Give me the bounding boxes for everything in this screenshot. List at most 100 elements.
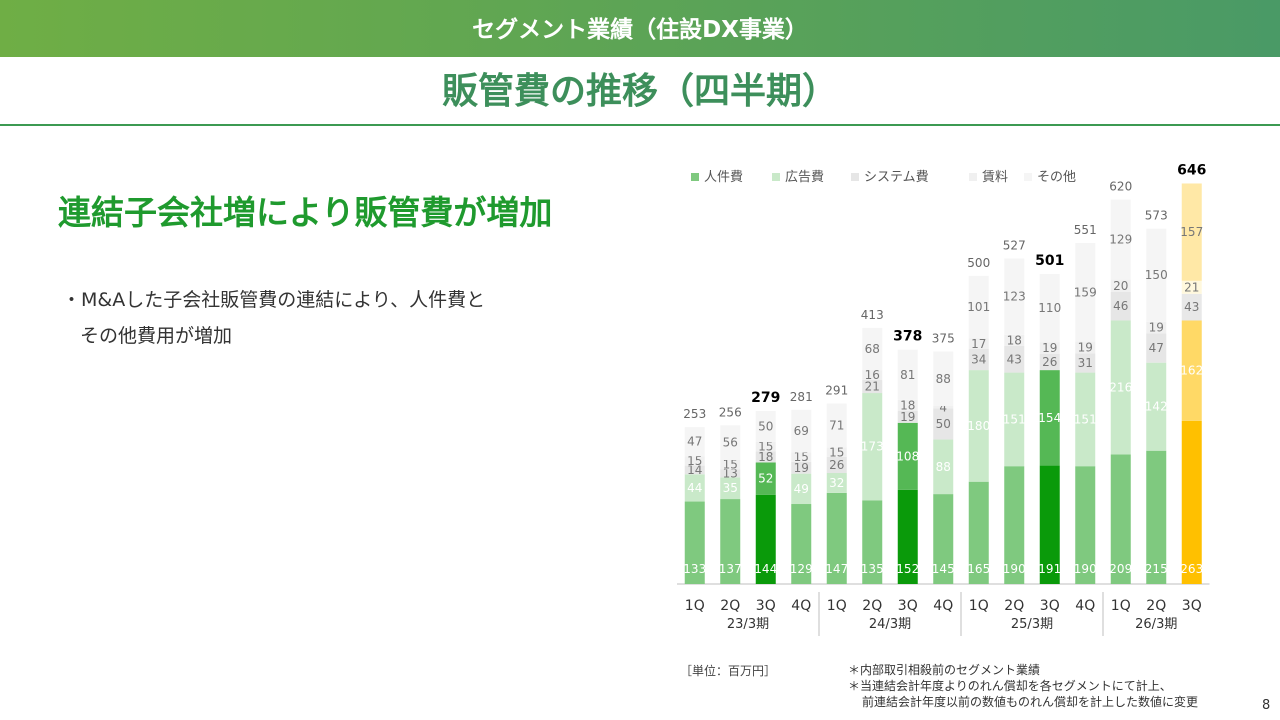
- legend-label: 賃料: [982, 170, 1008, 185]
- category-label: 2Q: [720, 598, 740, 614]
- data-label: 21: [865, 380, 880, 394]
- data-label: 43: [1007, 352, 1022, 366]
- category-label: 2Q: [1004, 598, 1024, 614]
- data-label: 26: [1042, 355, 1057, 369]
- bar-segment: [720, 499, 741, 584]
- bar-segment: [791, 452, 812, 462]
- data-label: 14: [687, 463, 702, 477]
- bar-segment: [897, 422, 918, 490]
- data-label: 151: [1074, 412, 1097, 426]
- fiscal-year-label: 24/3期: [869, 617, 911, 632]
- bar-segment: [1039, 370, 1060, 466]
- data-label: 26: [829, 458, 844, 472]
- data-label: 15: [687, 454, 702, 468]
- bar-segment: [1004, 258, 1025, 335]
- data-label: 21: [1184, 280, 1199, 294]
- bar-segment: [1110, 320, 1131, 455]
- data-label: 137: [719, 562, 742, 576]
- bar-segment: [1004, 372, 1025, 467]
- data-label: 15: [829, 445, 844, 459]
- data-label: 47: [687, 435, 702, 449]
- bar-segment: [1075, 466, 1096, 584]
- bar-segment: [1075, 372, 1096, 467]
- bar-segment: [968, 275, 989, 339]
- data-label: 108: [896, 449, 919, 463]
- data-label: 13: [723, 466, 738, 480]
- data-label: 173: [861, 440, 884, 454]
- data-label: 46: [1113, 299, 1128, 313]
- data-label: 135: [861, 562, 884, 576]
- footnote-3: 前連結会計年度以前の数値ものれん償却を計上した数値に変更: [862, 695, 1199, 709]
- category-label: 4Q: [1075, 598, 1095, 614]
- bar-segment: [826, 492, 847, 584]
- bar-segment: [1181, 183, 1202, 281]
- data-label: 15: [723, 458, 738, 472]
- section-title: セグメント業績（住設DX事業）: [472, 17, 808, 43]
- page-number: 8: [1262, 698, 1271, 713]
- data-label: 88: [936, 460, 951, 474]
- total-label: 378: [893, 329, 922, 345]
- category-label: 4Q: [933, 598, 953, 614]
- data-label: 129: [790, 562, 813, 576]
- data-label: 151: [1003, 412, 1026, 426]
- bar-segment: [1181, 420, 1202, 584]
- data-label: 16: [865, 368, 880, 382]
- data-label: 50: [758, 420, 773, 434]
- bullet-line-2: その他費用が増加: [80, 325, 233, 347]
- data-label: 157: [1180, 225, 1203, 239]
- total-label: 291: [825, 384, 848, 398]
- data-label: 15: [758, 440, 773, 454]
- bar-segment: [862, 380, 883, 394]
- page-title: 販管費の推移（四半期）: [441, 71, 838, 112]
- data-label: 18: [758, 450, 773, 464]
- total-label: 413: [861, 308, 884, 322]
- data-label: 144: [754, 562, 777, 576]
- title-divider: [0, 124, 1280, 126]
- bar-segment: [1110, 291, 1131, 321]
- bar-segment: [862, 327, 883, 371]
- data-label: 101: [967, 300, 990, 314]
- bar-segment: [720, 460, 741, 470]
- legend-label: その他: [1037, 170, 1076, 185]
- total-label: 256: [719, 405, 742, 419]
- bar-segment: [755, 442, 776, 452]
- data-label: 31: [1078, 356, 1093, 370]
- data-label: 69: [794, 424, 809, 438]
- data-label: 19: [1078, 340, 1093, 354]
- data-label: 81: [900, 368, 915, 382]
- bar-segment: [933, 351, 954, 407]
- bar-segment: [897, 411, 918, 423]
- data-label: 56: [723, 436, 738, 450]
- data-label: 263: [1180, 562, 1203, 576]
- data-label: 159: [1074, 285, 1097, 299]
- fiscal-year-label: 26/3期: [1135, 617, 1177, 632]
- legend-swatch: [691, 173, 699, 181]
- data-label: 142: [1145, 400, 1168, 414]
- bar-segment: [933, 408, 954, 440]
- data-label: 215: [1145, 562, 1168, 576]
- data-label: 162: [1180, 364, 1203, 378]
- data-label: 49: [794, 482, 809, 496]
- footnote-1: ＊内部取引相殺前のセグメント業績: [848, 663, 1041, 677]
- bar-segment: [755, 462, 776, 495]
- bar-segment: [1004, 345, 1025, 373]
- bar-segment: [1110, 279, 1131, 292]
- bar-segment: [791, 461, 812, 474]
- category-label: 3Q: [1040, 598, 1060, 614]
- bar-segment: [1146, 362, 1167, 451]
- fiscal-year-label: 25/3期: [1011, 617, 1053, 632]
- data-label: 150: [1145, 268, 1168, 282]
- total-label: 573: [1145, 209, 1168, 223]
- sga-stacked-bar-chart: 人件費 広告費 システム費 賃料 その他133441415472531Q13735131…: [677, 162, 1210, 636]
- legend-label: システム費: [864, 170, 929, 185]
- data-label: 18: [900, 398, 915, 412]
- bar-segment: [826, 447, 847, 457]
- bar-segment: [1039, 353, 1060, 371]
- data-label: 44: [687, 481, 702, 495]
- category-label: 3Q: [898, 598, 918, 614]
- total-label: 620: [1109, 180, 1132, 194]
- data-label: 52: [758, 472, 773, 486]
- data-label: 68: [865, 342, 880, 356]
- bar-segment: [720, 477, 741, 500]
- data-label: 129: [1109, 233, 1132, 247]
